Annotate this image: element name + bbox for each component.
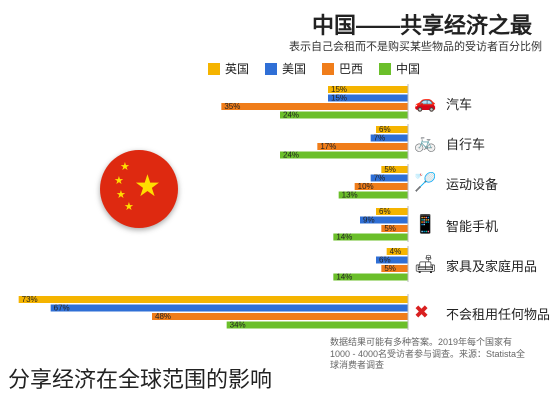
data-label: 5% bbox=[384, 264, 396, 273]
data-label: 73% bbox=[22, 295, 38, 304]
bar bbox=[354, 183, 408, 190]
legend-swatch-us bbox=[264, 62, 277, 75]
sports-equipment-icon: 🏸 bbox=[414, 172, 437, 192]
image-caption: 分享经济在全球范围的影响 bbox=[4, 362, 277, 394]
bar bbox=[376, 126, 408, 133]
bar bbox=[280, 151, 408, 159]
flag-star-small: ★ bbox=[114, 175, 124, 187]
bar bbox=[333, 273, 408, 281]
data-label: 48% bbox=[155, 312, 171, 321]
bar bbox=[376, 256, 408, 264]
data-label: 6% bbox=[379, 207, 391, 216]
bar bbox=[333, 233, 408, 241]
category-label: 智能手机 bbox=[446, 219, 499, 234]
legend: 英国 美国 巴西 中国 bbox=[207, 60, 420, 77]
china-flag-icon: ★ ★ ★ ★ ★ bbox=[100, 150, 178, 228]
flag-star-small: ★ bbox=[124, 201, 134, 213]
data-label: 34% bbox=[230, 321, 246, 330]
bar bbox=[50, 304, 409, 312]
legend-item-brazil: 巴西 bbox=[321, 60, 363, 77]
flag-star-small: ★ bbox=[116, 189, 126, 201]
bar bbox=[370, 174, 408, 182]
data-label: 15% bbox=[331, 85, 347, 94]
bar bbox=[328, 86, 408, 93]
legend-item-china: 中国 bbox=[378, 60, 420, 77]
data-label: 6% bbox=[379, 125, 391, 134]
data-label: 4% bbox=[390, 247, 402, 256]
sofa-icon: 🛋 bbox=[414, 254, 437, 274]
data-label: 9% bbox=[363, 216, 375, 225]
category-label: 自行车 bbox=[446, 137, 486, 152]
legend-swatch-brazil bbox=[321, 62, 334, 75]
bar bbox=[152, 313, 408, 320]
legend-label-uk: 英国 bbox=[224, 62, 249, 76]
data-label: 14% bbox=[336, 233, 352, 242]
data-label: 6% bbox=[379, 256, 391, 265]
legend-label-us: 美国 bbox=[281, 62, 306, 76]
data-label: 7% bbox=[374, 174, 386, 183]
flag-star-large: ★ bbox=[134, 170, 161, 203]
cross-icon: ✖ bbox=[414, 302, 430, 322]
bar bbox=[370, 134, 408, 142]
source-note: 数据结果可能有多种答案。2019年每个国家有1000 - 4000名受访者参与调… bbox=[330, 336, 526, 371]
legend-item-us: 美国 bbox=[264, 60, 306, 77]
category-label: 汽车 bbox=[446, 97, 473, 112]
legend-item-uk: 英国 bbox=[207, 60, 249, 77]
bar bbox=[381, 166, 408, 173]
chart-title: 中国——共享经济之最 bbox=[311, 13, 532, 38]
data-label: 10% bbox=[358, 182, 374, 191]
flag-star-small: ★ bbox=[120, 161, 130, 173]
data-label: 24% bbox=[283, 151, 299, 160]
category-label: 运动设备 bbox=[446, 177, 499, 192]
bar bbox=[381, 225, 408, 232]
legend-swatch-uk bbox=[207, 62, 220, 75]
bar bbox=[376, 208, 408, 215]
category-label: 家具及家庭用品 bbox=[446, 259, 538, 274]
bar bbox=[280, 111, 408, 119]
data-label: 15% bbox=[331, 94, 347, 103]
legend-swatch-china bbox=[378, 62, 391, 75]
data-label: 67% bbox=[54, 304, 70, 313]
chart-subtitle: 表示自己会租而不是购买某些物品的受访者百分比例 bbox=[289, 41, 542, 53]
data-label: 7% bbox=[374, 134, 386, 143]
bicycle-icon: 🚲 bbox=[414, 132, 437, 152]
category-label: 不会租用任何物品 bbox=[446, 307, 551, 322]
data-label: 35% bbox=[224, 102, 240, 111]
bar bbox=[386, 248, 408, 255]
bar bbox=[226, 321, 408, 329]
legend-label-brazil: 巴西 bbox=[338, 62, 363, 76]
car-icon: 🚗 bbox=[414, 92, 437, 112]
data-label: 5% bbox=[384, 165, 396, 174]
smartphone-icon: 📱 bbox=[414, 214, 437, 234]
data-label: 5% bbox=[384, 224, 396, 233]
data-label: 13% bbox=[342, 191, 358, 200]
bar bbox=[381, 265, 408, 272]
bar bbox=[317, 143, 408, 150]
bar bbox=[328, 94, 408, 102]
data-label: 24% bbox=[283, 111, 299, 120]
data-label: 14% bbox=[336, 273, 352, 282]
data-label: 17% bbox=[320, 142, 336, 151]
bar bbox=[18, 296, 409, 303]
bar bbox=[360, 216, 408, 224]
bar bbox=[221, 103, 408, 110]
legend-label-china: 中国 bbox=[395, 62, 420, 76]
bar bbox=[338, 191, 408, 199]
